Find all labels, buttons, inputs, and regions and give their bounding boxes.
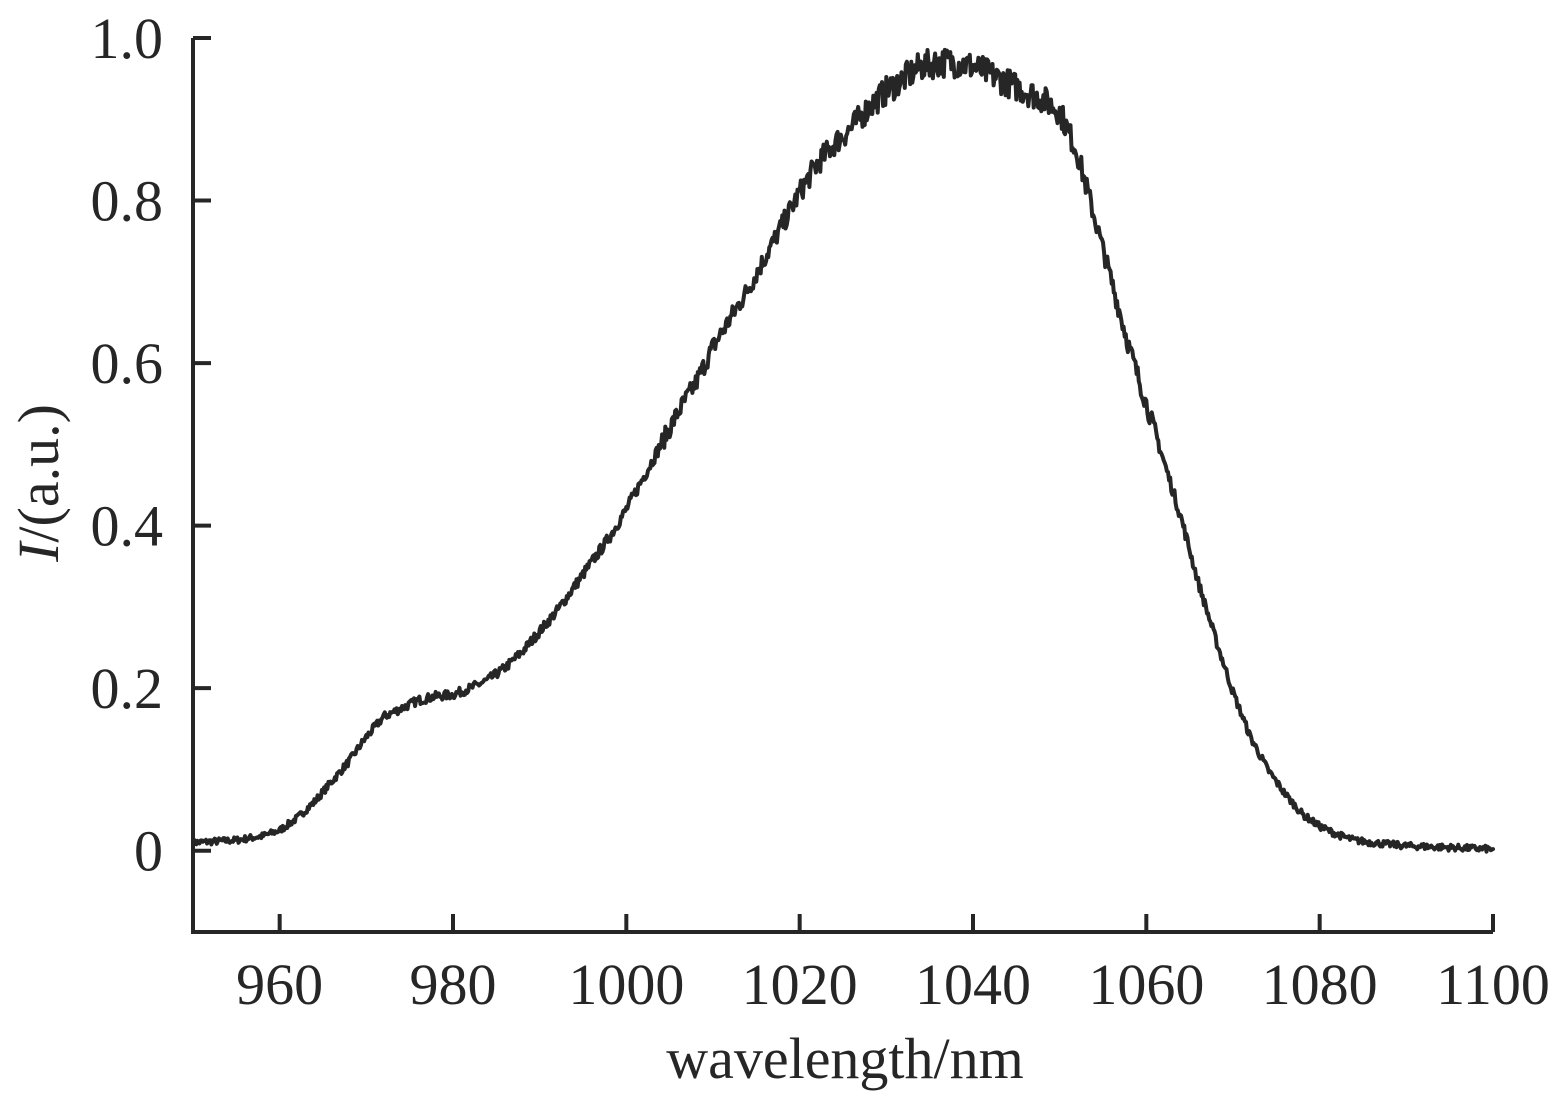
y-tick-label: 0 xyxy=(134,819,163,884)
y-ticks-group: 0 0.2 0.4 0.6 0.8 1.0 xyxy=(91,6,211,884)
y-tick-label: 1.0 xyxy=(91,6,164,71)
spectrum-series-line xyxy=(191,47,1495,854)
x-tick-label: 1100 xyxy=(1436,952,1550,1017)
x-tick-label: 1020 xyxy=(742,952,858,1017)
y-tick-label: 0.8 xyxy=(91,169,164,234)
y-axis-label-symbol: I xyxy=(6,540,71,563)
axes-group xyxy=(191,38,1493,934)
x-axis-label: wavelength/nm xyxy=(666,1026,1024,1091)
x-tick-label: 1000 xyxy=(568,952,684,1017)
x-tick-label: 960 xyxy=(236,952,323,1017)
y-tick-label: 0.4 xyxy=(91,494,164,559)
y-tick-label: 0.2 xyxy=(91,656,164,721)
y-axis-label: I/(a.u.) xyxy=(6,404,71,563)
y-tick-label: 0.6 xyxy=(91,331,164,396)
x-ticks-group: 960 980 1000 1020 1040 1060 1080 1100 xyxy=(236,914,1550,1017)
x-tick-label: 1040 xyxy=(915,952,1031,1017)
y-axis-label-unit: /(a.u.) xyxy=(6,404,71,543)
x-tick-label: 1080 xyxy=(1262,952,1378,1017)
x-tick-label: 1060 xyxy=(1088,952,1204,1017)
x-tick-label: 980 xyxy=(410,952,497,1017)
